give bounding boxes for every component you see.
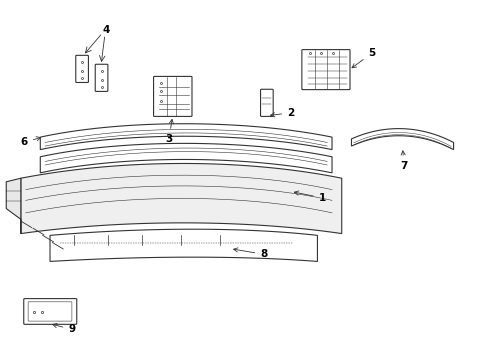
Text: 9: 9: [53, 324, 75, 334]
Polygon shape: [40, 143, 331, 173]
Polygon shape: [40, 124, 331, 150]
FancyBboxPatch shape: [76, 55, 88, 82]
Polygon shape: [50, 229, 317, 261]
FancyBboxPatch shape: [260, 89, 273, 116]
FancyBboxPatch shape: [301, 50, 349, 90]
Text: 8: 8: [233, 248, 267, 259]
Text: 6: 6: [20, 137, 41, 148]
Text: 3: 3: [165, 120, 173, 144]
Text: 1: 1: [294, 191, 325, 203]
FancyBboxPatch shape: [153, 76, 192, 116]
Text: 5: 5: [351, 48, 375, 68]
Text: 4: 4: [102, 25, 109, 35]
Polygon shape: [6, 178, 21, 234]
Text: 7: 7: [400, 151, 407, 171]
FancyBboxPatch shape: [95, 64, 108, 91]
FancyBboxPatch shape: [24, 298, 77, 324]
Polygon shape: [21, 163, 341, 234]
Text: 2: 2: [270, 108, 294, 118]
Polygon shape: [351, 129, 453, 150]
